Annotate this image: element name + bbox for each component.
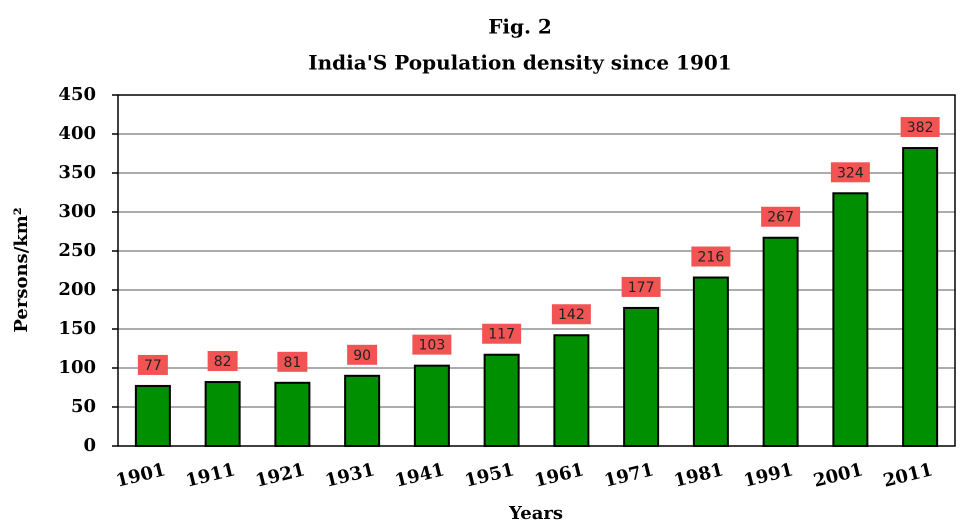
data-label: 382 [907,120,934,136]
bar [274,381,311,448]
x-tick-label: 1931 [323,459,377,491]
y-tick-label: 350 [58,162,96,183]
data-label: 324 [837,165,864,181]
y-tick-label: 100 [58,357,96,378]
data-label: 117 [488,327,515,343]
y-tick-label: 0 [83,435,96,456]
data-label: 216 [698,250,725,266]
y-tick-label: 400 [58,123,96,144]
x-tick-label: 1971 [602,459,656,491]
data-label-box [347,344,378,365]
bar [902,147,939,447]
x-tick-label: 1901 [114,459,168,491]
y-axis-label: Persons/km² [11,207,32,332]
chart-title: Fig. 2 [488,15,552,39]
bar [413,364,450,447]
data-label: 81 [283,355,301,371]
bar [483,353,520,447]
data-label-box [277,351,308,372]
bar [832,192,869,447]
data-label: 177 [628,280,655,296]
data-label-box [551,304,591,325]
data-label-box [830,162,870,183]
bar [623,306,660,447]
data-label-box [621,276,661,297]
bar [553,334,590,447]
data-label-box [482,323,522,344]
data-label-box [900,117,940,138]
data-label: 267 [767,210,794,226]
bar [344,374,381,447]
bar [762,236,799,447]
data-label: 142 [558,307,585,323]
x-tick-label: 1921 [253,459,307,491]
plot-border [117,94,956,447]
x-axis-label: Years [508,503,563,524]
x-tick-label: 1981 [672,459,726,491]
y-tick-label: 200 [58,279,96,300]
y-tick-label: 450 [58,84,96,105]
bar [204,381,241,448]
x-tick-label: 2001 [811,459,865,491]
data-label-box [691,246,731,267]
data-label: 90 [353,348,371,364]
x-tick-label: 2011 [881,459,935,491]
bar [134,384,171,448]
x-tick-label: 1961 [532,459,586,491]
chart-subtitle: India'S Population density since 1901 [308,51,731,75]
data-label-box [412,334,452,355]
y-tick-label: 150 [58,318,96,339]
data-label-box [137,354,168,375]
bar [692,276,729,447]
x-tick-label: 1951 [463,459,517,491]
y-tick-label: 50 [71,396,96,417]
data-label: 77 [144,358,162,374]
y-tick-label: 300 [58,201,96,222]
data-label: 82 [214,354,232,370]
data-label: 103 [419,338,446,354]
x-tick-label: 1991 [742,459,796,491]
x-tick-label: 1941 [393,459,447,491]
x-tick-label: 1911 [184,459,238,491]
data-label-box [207,351,238,372]
data-label-box [761,206,801,227]
y-tick-label: 250 [58,240,96,261]
